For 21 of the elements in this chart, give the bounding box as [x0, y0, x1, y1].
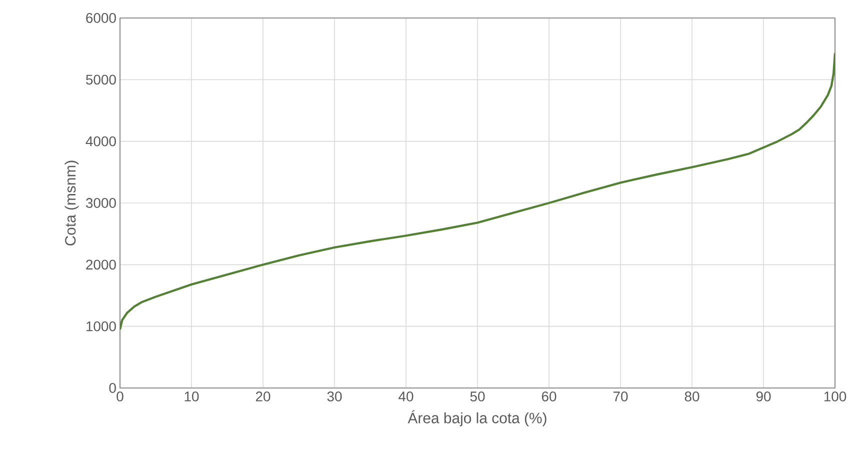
- y-axis-title: Cota (msnm): [64, 160, 79, 246]
- x-tick-label: 20: [256, 392, 270, 402]
- y-tick-label: 1000: [86, 321, 116, 332]
- y-tick-label: 5000: [86, 74, 116, 85]
- x-tick-label: 0: [116, 392, 124, 402]
- y-tick-label: 0: [109, 383, 116, 393]
- x-tick-label: 90: [756, 392, 771, 402]
- y-tick-label: 6000: [86, 13, 116, 23]
- x-tick-label: 100: [824, 392, 846, 402]
- y-tick-label: 2000: [86, 260, 116, 270]
- x-tick-label: 60: [542, 392, 556, 402]
- y-tick-label: 4000: [86, 136, 116, 146]
- x-tick-label: 10: [184, 392, 199, 402]
- x-tick-label: 80: [684, 392, 700, 402]
- line-series: [120, 52, 836, 331]
- x-tick-label: 40: [398, 392, 414, 402]
- y-tick-label: 3000: [86, 198, 116, 208]
- x-tick-label: 30: [327, 392, 342, 402]
- x-axis-title: Área bajo la cota (%): [408, 410, 546, 426]
- x-tick-label: 70: [613, 392, 628, 402]
- x-tick-label: 50: [470, 392, 485, 402]
